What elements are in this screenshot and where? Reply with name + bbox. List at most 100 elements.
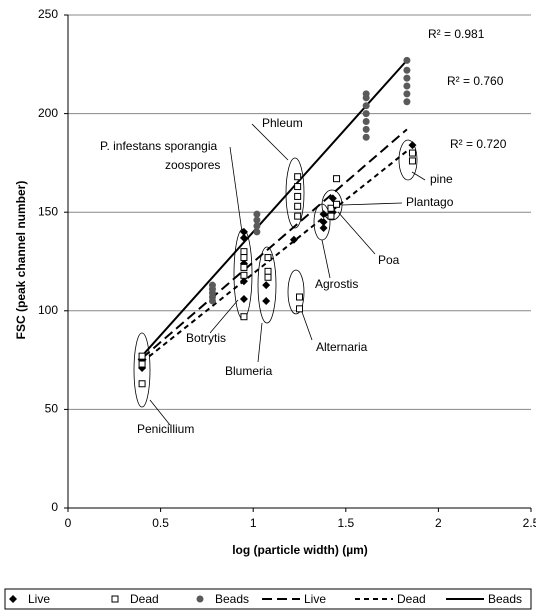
group-outline — [133, 332, 151, 408]
arrow — [337, 211, 376, 255]
marker-beads — [403, 98, 411, 106]
annotation: Penicillium — [137, 422, 194, 436]
trendline — [141, 128, 408, 359]
r-squared-label: R² = 0.981 — [428, 27, 485, 41]
marker-live — [319, 223, 328, 232]
x-axis-label: log (particle width) (µm) — [232, 543, 368, 557]
marker-beads — [253, 228, 261, 236]
x-tick-label: 1.5 — [337, 516, 354, 530]
marker-live — [289, 235, 298, 244]
x-tick-label: 0.5 — [152, 516, 169, 530]
marker-beads — [253, 216, 261, 224]
annotation: pine — [430, 172, 453, 186]
marker-beads — [253, 210, 261, 218]
group-outline — [398, 139, 418, 181]
x-tick-label: 1 — [250, 516, 257, 530]
marker-beads — [253, 222, 261, 230]
annotation: Phleum — [262, 116, 303, 130]
marker-dead — [111, 595, 119, 603]
marker-dead — [294, 183, 302, 191]
marker-dead — [327, 204, 335, 212]
arrow — [251, 123, 289, 161]
legend-label: Dead — [130, 592, 159, 606]
legend-label: Beads — [488, 592, 522, 606]
arrow — [321, 239, 331, 279]
annotation: Blumeria — [225, 364, 273, 378]
y-tick-label: 50 — [45, 402, 59, 416]
x-tick-label: 0 — [65, 516, 72, 530]
y-tick-label: 250 — [38, 7, 58, 21]
arrow — [149, 399, 171, 426]
marker-dead — [240, 271, 248, 279]
r-squared-label: R² = 0.760 — [447, 74, 504, 88]
annotation: Poa — [378, 253, 400, 267]
marker-dead — [240, 248, 248, 256]
trendline — [141, 150, 408, 363]
legend-label: Live — [304, 592, 326, 606]
arrow — [209, 299, 239, 334]
marker-beads — [362, 90, 370, 98]
marker-beads — [208, 281, 216, 289]
marker-beads — [362, 102, 370, 110]
marker-live — [239, 277, 248, 286]
marker-beads — [403, 56, 411, 64]
annotation: Plantago — [406, 195, 454, 209]
annotation: zoospores — [165, 158, 220, 172]
x-tick-label: 2 — [435, 516, 442, 530]
arrow — [341, 202, 403, 206]
marker-beads — [403, 90, 411, 98]
arrow — [229, 146, 243, 233]
marker-dead — [294, 202, 302, 210]
marker-dead — [240, 263, 248, 271]
marker-live — [239, 294, 248, 303]
y-tick-label: 150 — [38, 204, 58, 218]
marker-dead — [294, 192, 302, 200]
annotation: Agrostis — [315, 277, 358, 291]
marker-dead — [327, 212, 335, 220]
marker-beads — [362, 125, 370, 133]
marker-beads — [362, 110, 370, 118]
marker-dead — [138, 360, 146, 368]
marker-live — [319, 218, 328, 227]
x-tick-label: 2.5 — [523, 516, 536, 530]
marker-dead — [333, 200, 341, 208]
marker-dead — [264, 267, 272, 275]
marker-dead — [333, 175, 341, 183]
legend-label: Live — [28, 592, 50, 606]
marker-dead — [264, 254, 272, 262]
annotation: P. infestans sporangia — [100, 139, 218, 153]
annotation: Botrytis — [186, 331, 226, 345]
marker-beads — [403, 74, 411, 82]
marker-live — [262, 281, 271, 290]
annotation: Alternaria — [316, 340, 368, 354]
marker-dead — [296, 305, 303, 313]
legend-box — [4, 588, 532, 610]
marker-dead — [296, 293, 303, 301]
group-outline — [285, 157, 305, 229]
group-outline — [287, 269, 305, 315]
arrow — [411, 171, 426, 181]
marker-beads — [362, 133, 370, 141]
marker-live — [262, 296, 271, 305]
marker-live — [239, 227, 248, 236]
legend-label: Dead — [397, 592, 426, 606]
marker-dead — [294, 212, 302, 220]
marker-beads — [196, 595, 204, 603]
y-tick-label: 100 — [38, 303, 58, 317]
group-outline — [257, 246, 277, 324]
marker-beads — [403, 82, 411, 90]
trendline — [137, 59, 408, 361]
marker-dead — [294, 173, 302, 181]
y-tick-label: 200 — [38, 106, 58, 120]
marker-dead — [408, 149, 416, 157]
marker-live — [408, 141, 417, 150]
y-tick-label: 0 — [51, 500, 58, 514]
marker-dead — [138, 380, 146, 388]
r-squared-label: R² = 0.720 — [450, 137, 507, 151]
marker-beads — [403, 66, 411, 74]
marker-dead — [240, 254, 248, 262]
marker-live — [328, 194, 337, 203]
marker-dead — [408, 157, 416, 165]
arrow — [257, 322, 263, 363]
